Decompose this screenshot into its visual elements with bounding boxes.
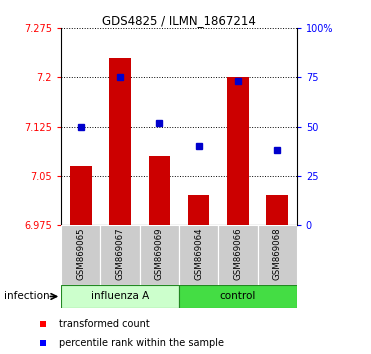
Bar — [179, 225, 218, 285]
Text: infection: infection — [4, 291, 49, 301]
Bar — [218, 225, 257, 285]
Bar — [266, 195, 288, 225]
Text: GSM869066: GSM869066 — [233, 227, 242, 280]
Bar — [148, 156, 170, 225]
Bar — [179, 285, 297, 308]
Text: transformed count: transformed count — [59, 319, 150, 329]
Text: percentile rank within the sample: percentile rank within the sample — [59, 338, 224, 348]
Bar — [101, 225, 140, 285]
Text: GSM869069: GSM869069 — [155, 227, 164, 280]
Text: influenza A: influenza A — [91, 291, 149, 302]
Bar — [109, 58, 131, 225]
Bar — [227, 78, 249, 225]
Text: GSM869067: GSM869067 — [116, 227, 125, 280]
Text: GSM869065: GSM869065 — [76, 227, 85, 280]
Text: control: control — [220, 291, 256, 302]
Text: GSM869068: GSM869068 — [273, 227, 282, 280]
Bar — [70, 166, 92, 225]
Title: GDS4825 / ILMN_1867214: GDS4825 / ILMN_1867214 — [102, 14, 256, 27]
Bar — [61, 285, 179, 308]
Text: GSM869064: GSM869064 — [194, 227, 203, 280]
Bar — [140, 225, 179, 285]
Bar — [188, 195, 210, 225]
Bar — [257, 225, 297, 285]
Bar — [61, 225, 101, 285]
